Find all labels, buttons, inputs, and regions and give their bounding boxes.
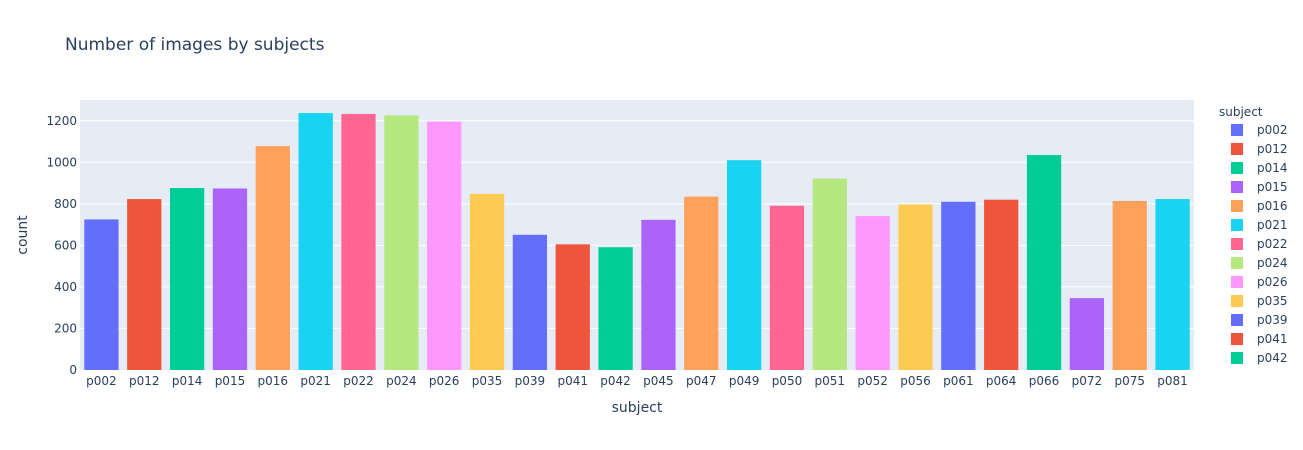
y-axis-ticks: 0 200 400 600 800 1000 1200 <box>46 114 77 377</box>
legend-label: p022 <box>1257 237 1288 251</box>
bar <box>598 247 633 370</box>
y-tick-label: 400 <box>54 280 77 294</box>
bar <box>555 244 590 370</box>
legend-label: p039 <box>1257 313 1288 327</box>
bar <box>384 115 419 370</box>
bar <box>427 121 462 370</box>
y-axis-label: count <box>15 215 31 255</box>
bar <box>169 188 205 370</box>
bar <box>1069 298 1105 370</box>
bar <box>769 205 805 370</box>
legend-label: p016 <box>1257 199 1288 213</box>
x-tick-label: p051 <box>815 374 846 388</box>
legend-label: p015 <box>1257 180 1288 194</box>
bar <box>898 204 933 370</box>
bar <box>512 234 548 370</box>
bar <box>298 113 333 370</box>
bar <box>941 201 976 370</box>
y-tick-label: 600 <box>54 238 77 252</box>
y-tick-label: 200 <box>54 321 77 335</box>
x-tick-label: p052 <box>857 374 888 388</box>
bar <box>855 216 890 370</box>
x-axis-label: subject <box>612 400 663 416</box>
x-tick-label: p012 <box>129 374 160 388</box>
bar <box>469 193 505 370</box>
legend-swatch <box>1231 143 1243 155</box>
x-tick-label: p014 <box>172 374 203 388</box>
x-tick-label: p050 <box>772 374 803 388</box>
legend-label: p042 <box>1257 351 1288 365</box>
legend-swatch <box>1231 200 1243 212</box>
y-tick-label: 800 <box>54 197 77 211</box>
legend-label: p035 <box>1257 294 1288 308</box>
x-tick-label: p016 <box>258 374 289 388</box>
legend-swatch <box>1231 276 1243 288</box>
legend: p002 p012 p014 p015 p016 p021 p022 p024 p026 p035… <box>1231 123 1288 365</box>
bar <box>684 196 719 370</box>
legend-swatch <box>1231 314 1243 326</box>
x-axis-ticks: p002 p012 p014 p015 p016 p021 p022 p024 p026 p035… <box>86 374 1188 388</box>
y-tick-label: 1200 <box>46 114 77 128</box>
x-tick-label: p002 <box>86 374 117 388</box>
legend-label: p026 <box>1257 275 1288 289</box>
x-tick-label: p035 <box>472 374 503 388</box>
x-tick-label: p072 <box>1072 374 1103 388</box>
x-tick-label: p015 <box>215 374 246 388</box>
bar <box>341 113 376 371</box>
x-tick-label: p021 <box>300 374 331 388</box>
bar <box>1155 199 1190 370</box>
x-tick-label: p061 <box>943 374 974 388</box>
legend-swatch <box>1231 124 1243 136</box>
legend-swatch <box>1231 238 1243 250</box>
legend-label: p041 <box>1257 332 1288 346</box>
chart-title: Number of images by subjects <box>65 35 325 55</box>
x-tick-label: p045 <box>643 374 674 388</box>
bar <box>1026 155 1062 370</box>
x-tick-label: p039 <box>515 374 546 388</box>
bar <box>984 199 1019 370</box>
x-tick-label: p047 <box>686 374 717 388</box>
x-tick-label: p064 <box>986 374 1017 388</box>
bar <box>1112 200 1147 370</box>
bar <box>812 178 847 370</box>
x-tick-label: p066 <box>1029 374 1060 388</box>
legend-title: subject <box>1219 105 1263 119</box>
x-tick-label: p075 <box>1114 374 1145 388</box>
legend-label: p002 <box>1257 123 1288 137</box>
legend-swatch <box>1231 333 1243 345</box>
legend-label: p024 <box>1257 256 1288 270</box>
x-tick-label: p022 <box>343 374 374 388</box>
x-tick-label: p042 <box>600 374 631 388</box>
y-tick-label: 0 <box>69 363 77 377</box>
legend-label: p021 <box>1257 218 1288 232</box>
bar <box>84 219 119 370</box>
legend-swatch <box>1231 181 1243 193</box>
legend-swatch <box>1231 162 1243 174</box>
y-tick-label: 1000 <box>46 155 77 169</box>
bar <box>641 219 676 370</box>
legend-label: p012 <box>1257 142 1288 156</box>
legend-swatch <box>1231 219 1243 231</box>
x-tick-label: p041 <box>557 374 588 388</box>
bars <box>84 113 1190 371</box>
bar <box>726 160 762 370</box>
bar <box>212 188 248 370</box>
legend-label: p014 <box>1257 161 1288 175</box>
x-tick-label: p024 <box>386 374 417 388</box>
x-tick-label: p049 <box>729 374 760 388</box>
x-tick-label: p026 <box>429 374 460 388</box>
x-tick-label: p081 <box>1157 374 1188 388</box>
x-tick-label: p056 <box>900 374 931 388</box>
legend-swatch <box>1231 257 1243 269</box>
legend-swatch <box>1231 295 1243 307</box>
bar <box>127 199 162 370</box>
bar <box>255 146 290 370</box>
legend-swatch <box>1231 352 1243 364</box>
